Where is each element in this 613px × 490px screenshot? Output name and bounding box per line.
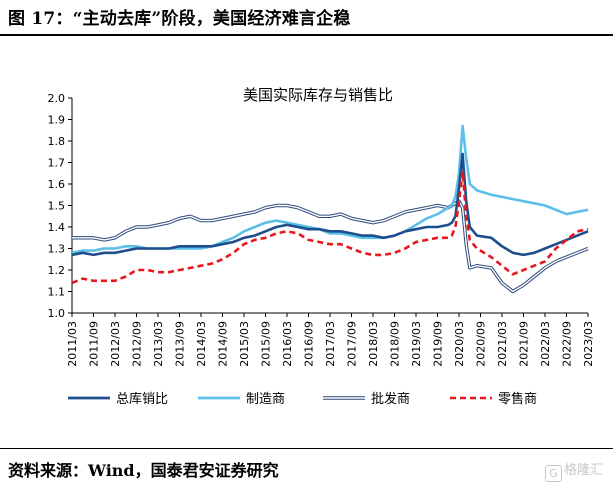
x-axis: 2011/03 2011/09 2012/03 2012/09 2013/03 2013/… [66, 312, 595, 367]
legend-label: 制造商 [246, 392, 285, 407]
x-tick-label: 2013/09 [174, 321, 187, 367]
x-tick-label: 2012/09 [131, 321, 144, 367]
legend-label: 总库销比 [116, 391, 168, 407]
x-tick-label: 2019/09 [432, 321, 445, 367]
x-tick-label: 2017/03 [324, 321, 337, 367]
series-line [71, 169, 589, 285]
x-tick-label: 2017/09 [346, 321, 359, 367]
y-tick-label: 1.1 [48, 286, 66, 299]
x-tick-label: 2014/09 [217, 321, 230, 367]
line-chart: 美国实际库存与销售比 1.01.11.21.31.41.51.61.71.81.… [48, 86, 596, 407]
x-tick-label: 2012/03 [109, 321, 122, 367]
x-tick-label: 2018/03 [367, 321, 380, 367]
title-rule [0, 34, 613, 36]
legend-item: 零售商 [450, 391, 537, 407]
x-tick-label: 2021/03 [496, 321, 509, 367]
x-tick-label: 2022/09 [561, 321, 574, 367]
x-tick-label: 2014/03 [195, 321, 208, 367]
source-rule [0, 448, 613, 449]
y-tick-label: 1.7 [48, 157, 66, 170]
x-tick-label: 2023/03 [582, 321, 595, 367]
x-tick-label: 2020/03 [453, 321, 466, 367]
chart-title: 美国实际库存与销售比 [243, 86, 393, 104]
watermark-text: 格隆汇 [563, 463, 603, 478]
y-tick-label: 1.8 [48, 135, 66, 148]
y-tick-label: 1.6 [48, 178, 66, 191]
x-tick-label: 2021/09 [518, 321, 531, 367]
series-line [71, 152, 589, 257]
y-tick-label: 1.3 [48, 243, 66, 256]
legend-label: 零售商 [498, 391, 537, 407]
legend-item: 批发商 [323, 391, 410, 407]
x-tick-label: 2015/09 [260, 321, 273, 367]
x-tick-label: 2011/09 [88, 321, 101, 367]
y-tick-label: 2.0 [48, 92, 66, 105]
series-line-outer [72, 199, 589, 294]
x-tick-label: 2019/03 [410, 321, 423, 367]
y-tick-label: 1.4 [48, 221, 66, 234]
y-axis: 1.0 1.1 1.2 1.3 1.4 1.5 1.6 1.7 1.8 1.9 2.0 [48, 92, 73, 320]
legend: 总库销比 制造商 批发商 零售商 [68, 391, 537, 407]
watermark-logo: G [544, 465, 562, 482]
legend-item: 总库销比 [68, 391, 168, 407]
series-layer [71, 124, 589, 294]
x-tick-label: 2016/03 [281, 321, 294, 367]
watermark: G 格隆汇 [544, 459, 603, 482]
x-tick-label: 2018/09 [389, 321, 402, 367]
source-note: 资料来源：Wind，国泰君安证券研究 [8, 461, 279, 480]
figure-title: 图 17：“主动去库”阶段，美国经济难言企稳 [8, 9, 351, 29]
y-tick-label: 1.9 [48, 114, 66, 127]
x-tick-label: 2015/03 [238, 321, 251, 367]
y-tick-label: 1.5 [48, 200, 66, 213]
x-tick-label: 2020/09 [475, 321, 488, 367]
series-line [71, 124, 589, 255]
x-tick-label: 2013/03 [152, 321, 165, 367]
y-tick-label: 1.2 [48, 264, 66, 277]
series-line-inner [72, 200, 589, 293]
x-tick-label: 2011/03 [66, 321, 79, 367]
legend-item: 制造商 [198, 392, 285, 407]
legend-label: 批发商 [371, 391, 410, 407]
y-tick-label: 1.0 [48, 307, 66, 320]
x-tick-label: 2022/03 [539, 321, 552, 367]
x-tick-label: 2016/09 [303, 321, 316, 367]
